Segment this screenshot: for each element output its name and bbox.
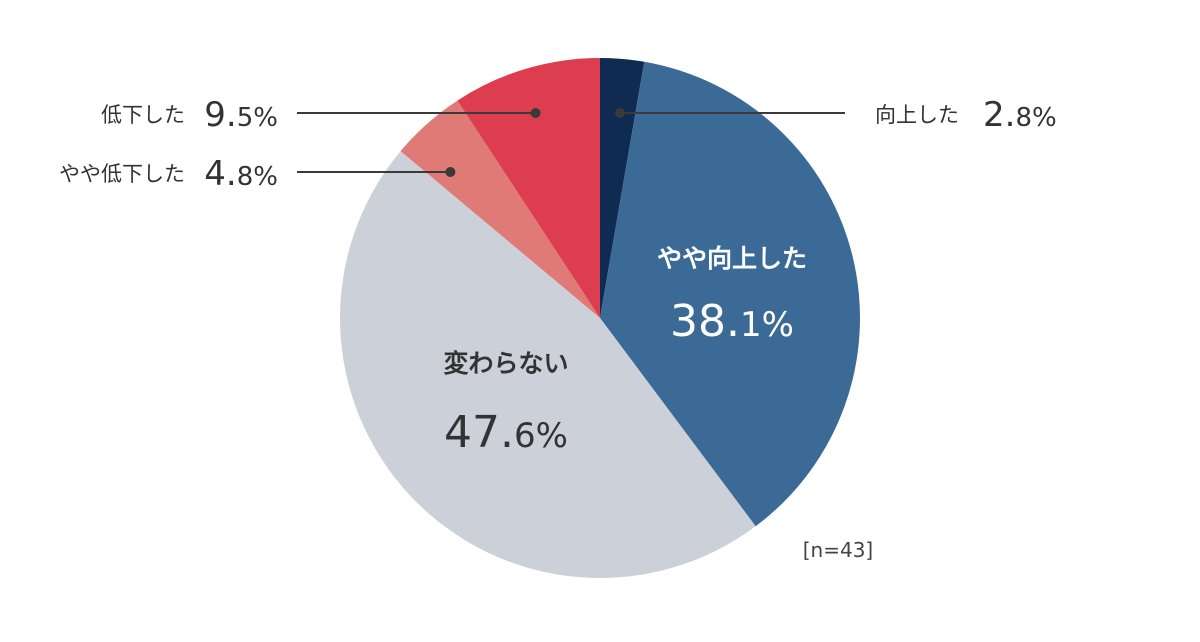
slice-labels: 向上した 2.8% やや向上した 38.1% 変わらない 47.6% 4.8% やや低下した 9…: [59, 95, 1057, 458]
slice-3-name: 変わらない: [443, 349, 568, 378]
sample-size-note: [n=43]: [803, 538, 874, 562]
slice-1-wedge: [600, 58, 645, 318]
pie-slices: [340, 58, 860, 578]
slice-1-name: 向上した: [875, 103, 959, 127]
slice-4-wedge: [400, 100, 600, 318]
slice-3-value: 47.6%: [444, 407, 568, 458]
slice-5-value: 9.5%: [204, 95, 278, 135]
slice-2-value: 38.1%: [670, 296, 794, 347]
slice-2-name: やや向上した: [657, 244, 807, 273]
slice-4-value: 4.8%: [204, 154, 278, 194]
slice-1-value: 2.8%: [983, 95, 1057, 135]
slice-3-wedge: [340, 151, 756, 578]
leader-lines: [297, 108, 845, 177]
slice-5-wedge: [457, 58, 600, 318]
slice-4-name: やや低下した: [59, 162, 185, 186]
slice-2-wedge: [600, 61, 860, 527]
slice-5-name: 低下した: [101, 103, 185, 127]
